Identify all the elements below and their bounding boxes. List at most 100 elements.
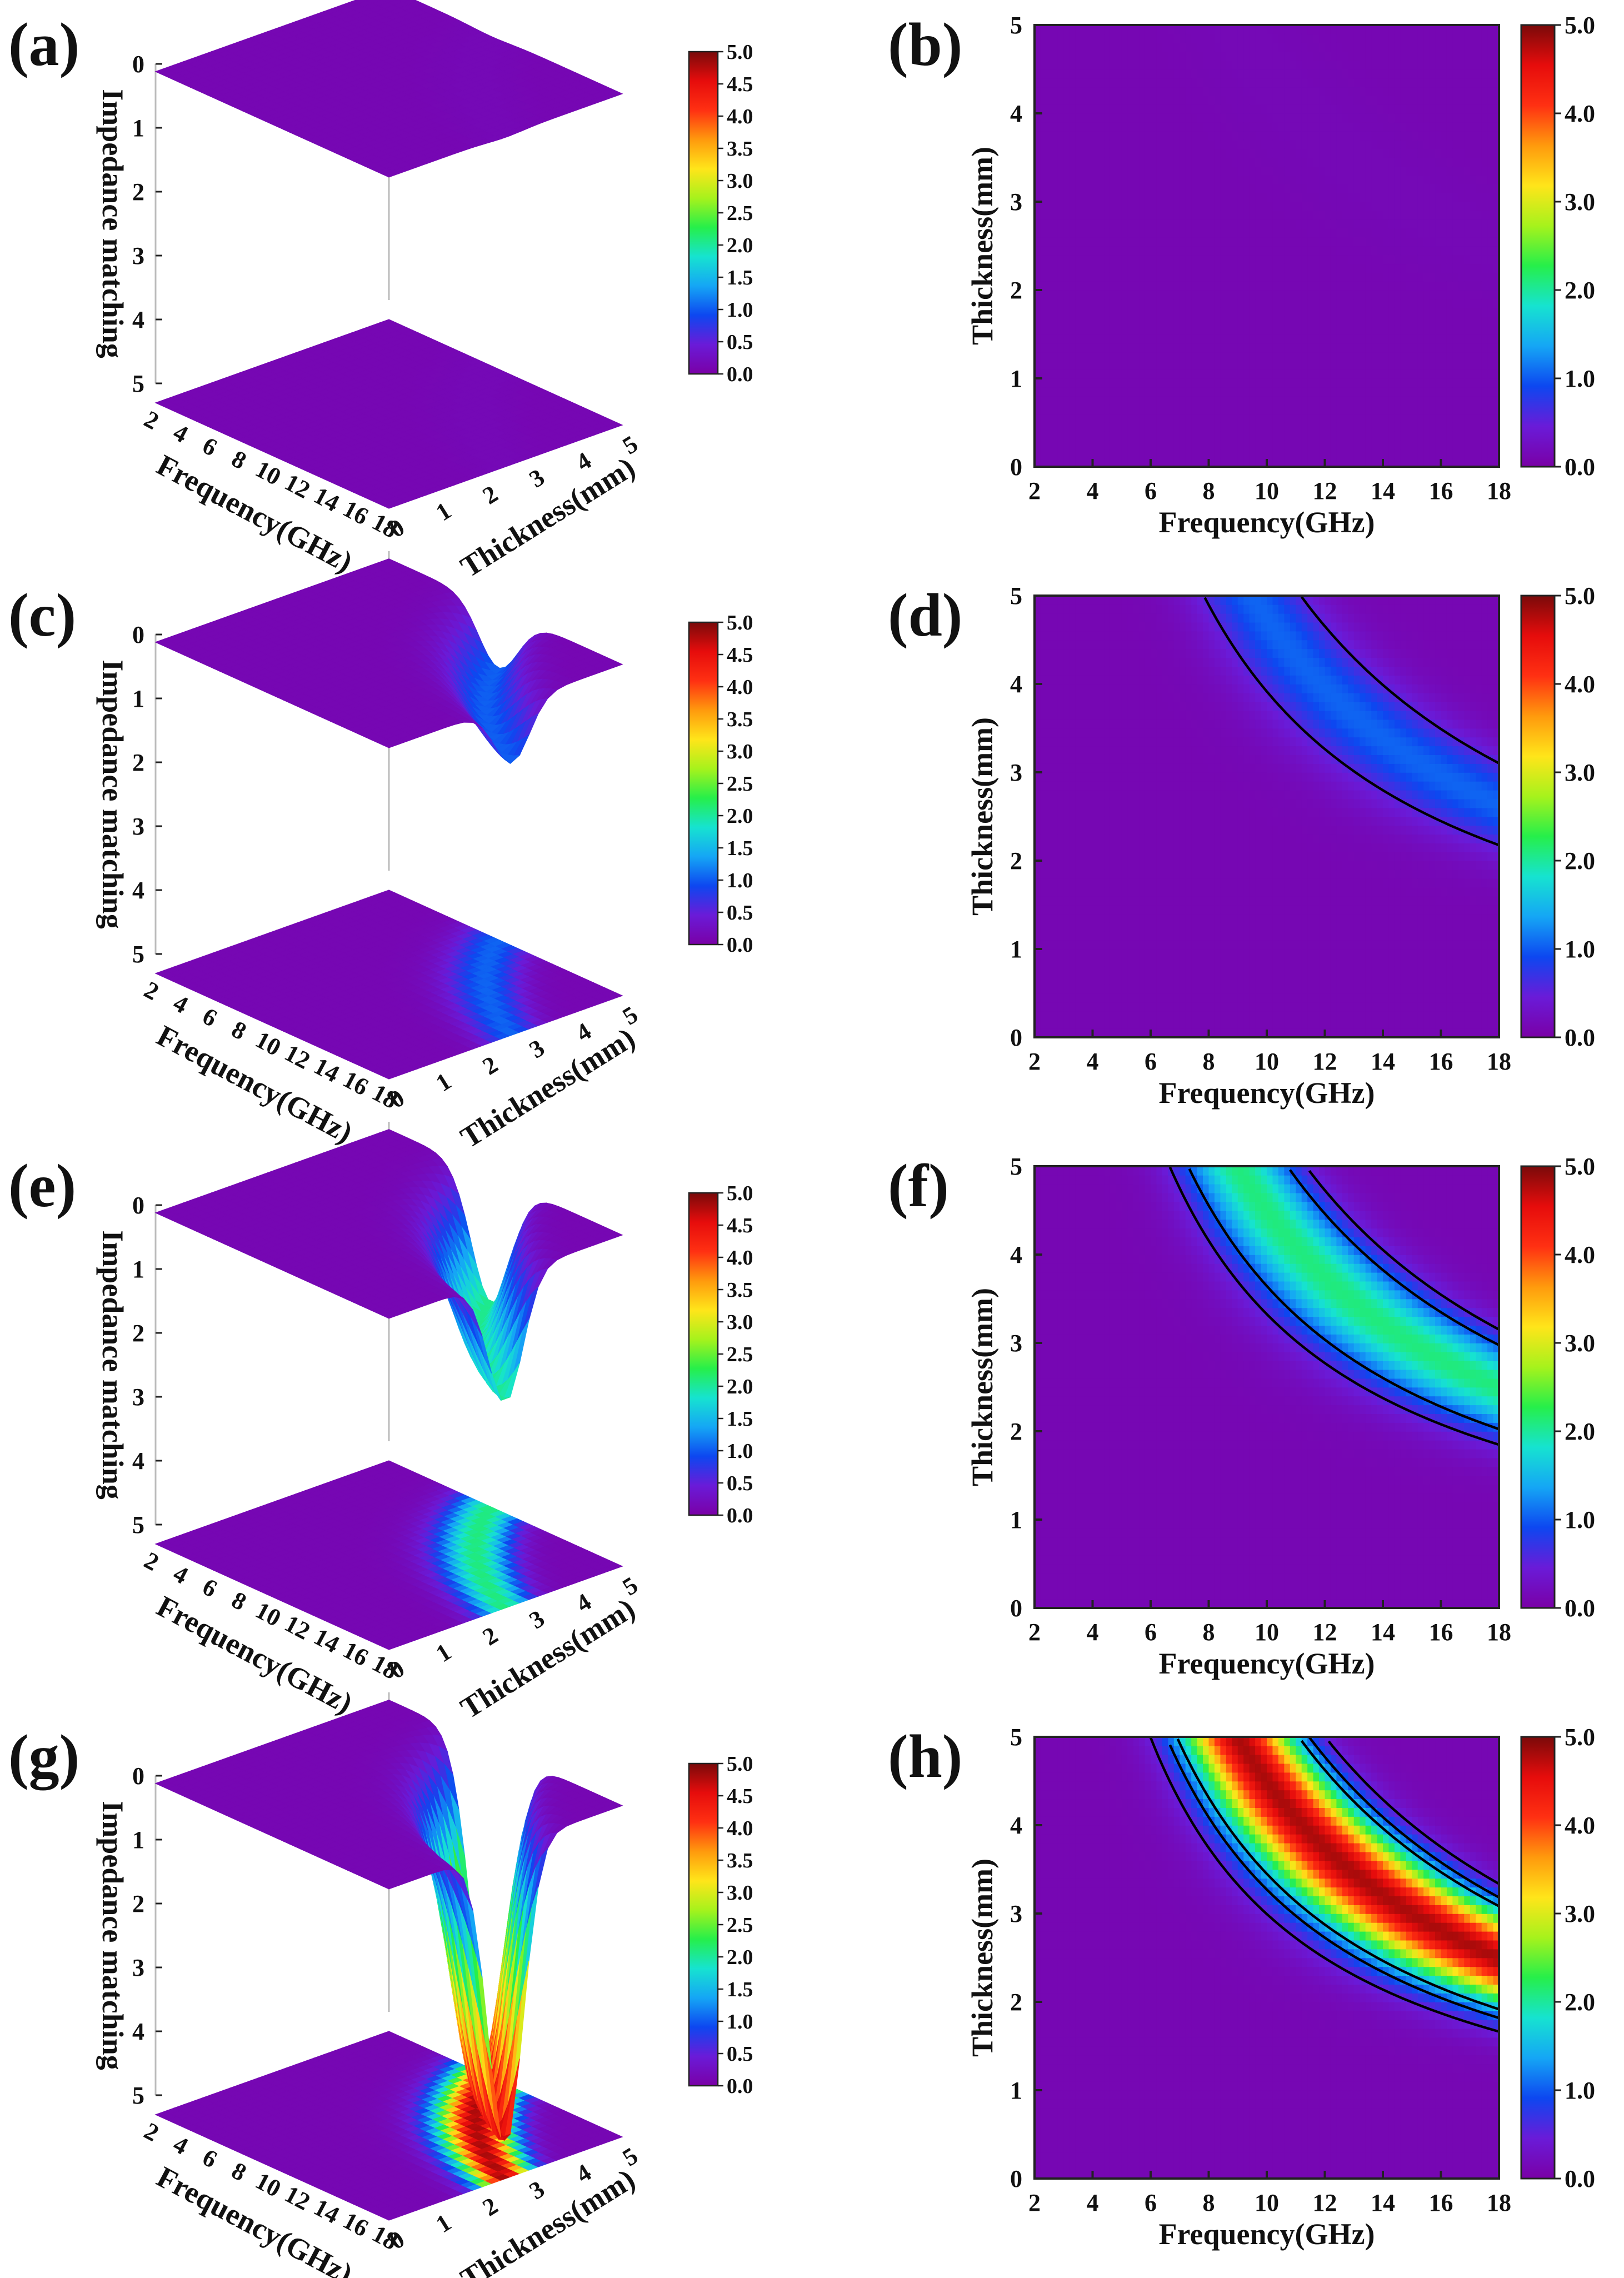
heatmap-cell <box>1110 334 1116 344</box>
heatmap-cell <box>1366 369 1372 379</box>
heatmap-cell <box>1046 887 1052 897</box>
heatmap-cell <box>1307 149 1313 158</box>
heatmap-cell <box>1180 423 1186 432</box>
heatmap-cell <box>1430 104 1436 114</box>
heatmap-cell <box>1070 905 1076 915</box>
heatmap-cell <box>1093 852 1099 861</box>
heatmap-cell <box>1482 211 1488 220</box>
heatmap-cell <box>1156 396 1162 406</box>
heatmap-cell <box>1377 449 1383 458</box>
heatmap-cell <box>1151 290 1157 299</box>
heatmap-cell <box>1168 158 1174 167</box>
heatmap-cell <box>1255 378 1261 388</box>
heatmap-cell <box>1366 326 1372 335</box>
heatmap-cell <box>1476 396 1482 406</box>
heatmap-cell <box>1342 113 1348 123</box>
heatmap-cell <box>1040 113 1046 123</box>
heatmap-cell <box>1063 878 1070 888</box>
heatmap-cell <box>1110 896 1116 906</box>
heatmap-cell <box>1261 69 1267 79</box>
heatmap-cell <box>1267 317 1273 326</box>
heatmap-cell <box>1267 414 1273 423</box>
heatmap-cell <box>1272 69 1278 79</box>
heatmap-cell <box>1070 334 1076 344</box>
heatmap-cell <box>1070 396 1076 406</box>
heatmap-cell <box>1226 87 1232 96</box>
heatmap-cell <box>1296 228 1302 238</box>
heatmap-cell <box>1313 308 1320 317</box>
heatmap-cell <box>1313 211 1320 220</box>
heatmap-cell <box>1331 343 1337 352</box>
heatmap-cell <box>1476 361 1482 370</box>
heatmap-cell <box>1482 334 1488 344</box>
heatmap-cell <box>1127 202 1133 211</box>
heatmap-cell <box>1272 334 1278 344</box>
heatmap-cell <box>1354 25 1360 34</box>
heatmap-cell <box>1377 334 1383 344</box>
heatmap-cell <box>1058 763 1064 773</box>
heatmap-cell <box>1452 449 1458 458</box>
heatmap-cell <box>1250 202 1256 211</box>
heatmap-cell <box>1127 605 1133 614</box>
heatmap-cell <box>1464 343 1470 352</box>
heatmap-cell <box>1052 976 1058 985</box>
heatmap-cell <box>1215 61 1221 70</box>
heatmap-cell <box>1261 228 1267 238</box>
heatmap-cell <box>1435 387 1441 397</box>
heatmap-cell <box>1087 61 1093 70</box>
heatmap-cell <box>1325 34 1331 43</box>
heatmap-cell <box>1267 228 1273 238</box>
heatmap-cell <box>1482 131 1488 141</box>
heatmap-cell <box>1087 746 1093 755</box>
heatmap-cell <box>1122 272 1128 282</box>
heatmap-cell <box>1093 817 1099 826</box>
heatmap-cell <box>1441 25 1447 34</box>
heatmap-cell <box>1452 158 1458 167</box>
heatmap-cell <box>1278 326 1285 335</box>
heatmap-cell <box>1388 263 1395 273</box>
heatmap-cell <box>1220 122 1226 132</box>
heatmap-cell <box>1371 263 1377 273</box>
heatmap-cell <box>1406 308 1412 317</box>
heatmap-cell <box>1325 52 1331 61</box>
heatmap-cell <box>1377 237 1383 247</box>
heatmap-cell <box>1400 290 1406 299</box>
heatmap-cell <box>1267 69 1273 79</box>
heatmap-cell <box>1430 387 1436 397</box>
heatmap-cell <box>1482 140 1488 149</box>
heatmap-cell <box>1215 149 1221 158</box>
heatmap-cell <box>1331 219 1337 229</box>
heatmap-cell <box>1127 43 1133 52</box>
heatmap-cell <box>1366 308 1372 317</box>
heatmap-cell <box>1070 746 1076 755</box>
heatmap-cell <box>1430 263 1436 273</box>
heatmap-cell <box>1197 290 1203 299</box>
heatmap-cell <box>1354 254 1360 264</box>
heatmap-cell <box>1243 166 1250 176</box>
heatmap-cell <box>1435 131 1441 141</box>
heatmap-cell <box>1087 763 1093 773</box>
heatmap-cell <box>1197 175 1203 184</box>
heatmap-cell <box>1238 334 1244 344</box>
heatmap-cell <box>1278 272 1285 282</box>
heatmap-cell <box>1400 122 1406 132</box>
heatmap-cell <box>1104 34 1110 43</box>
heatmap-cell <box>1058 684 1064 693</box>
heatmap-cell <box>1174 104 1180 114</box>
heatmap-cell <box>1435 228 1441 238</box>
heatmap-cell <box>1464 211 1470 220</box>
heatmap-cell <box>1250 228 1256 238</box>
heatmap-cell <box>1325 308 1331 317</box>
heatmap-cell <box>1156 449 1162 458</box>
heatmap-cell <box>1267 308 1273 317</box>
heatmap-cell <box>1040 746 1046 755</box>
heatmap-cell <box>1366 158 1372 167</box>
heatmap-cell <box>1406 237 1412 247</box>
heatmap-cell <box>1168 52 1174 61</box>
heatmap-cell <box>1110 87 1116 96</box>
heatmap-cell <box>1307 202 1313 211</box>
heatmap-cell <box>1383 228 1389 238</box>
heatmap-cell <box>1058 870 1064 879</box>
heatmap-cell <box>1081 246 1087 256</box>
heatmap-cell <box>1197 96 1203 105</box>
